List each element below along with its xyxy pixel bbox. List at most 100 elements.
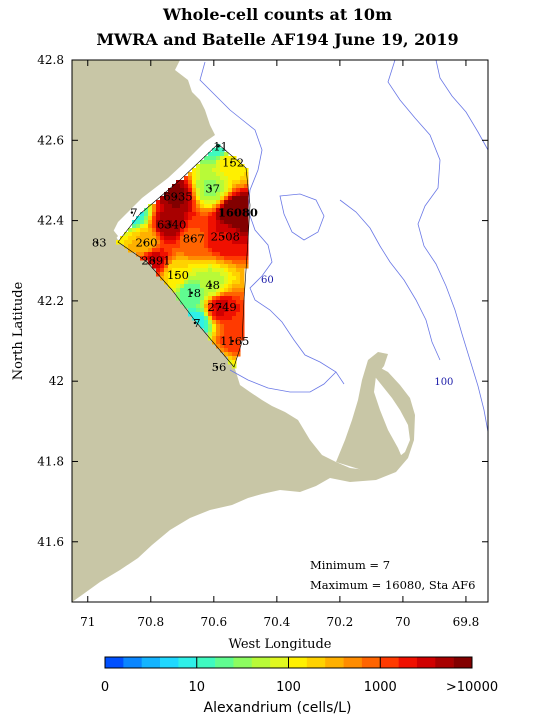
field-cell [184, 264, 189, 269]
field-cell [216, 172, 221, 177]
field-cell [208, 252, 213, 257]
field-cell [212, 312, 217, 317]
x-tick-label: 70.8 [137, 615, 164, 629]
field-cell [220, 232, 225, 237]
field-cell [184, 236, 189, 241]
y-tick-label: 41.8 [37, 454, 64, 468]
field-cell [176, 264, 181, 269]
field-cell [224, 284, 229, 289]
field-cell [168, 224, 173, 229]
field-cell [216, 264, 221, 269]
contour-line-100 [387, 60, 488, 433]
field-cell [228, 208, 233, 213]
field-cell [196, 212, 201, 217]
contour-labels: 60 100 [261, 275, 453, 388]
field-cell [172, 184, 177, 189]
field-cell [180, 216, 185, 221]
field-cell [228, 196, 233, 201]
y-tick-label: 42.6 [37, 133, 64, 147]
field-cell [220, 156, 225, 161]
field-cell [244, 232, 249, 237]
field-cell [220, 328, 225, 333]
field-cell [176, 272, 181, 277]
field-cell [168, 244, 173, 249]
field-cell [232, 220, 237, 225]
field-cell [216, 148, 221, 153]
field-cell [220, 208, 225, 213]
x-tick-label: 71 [80, 615, 95, 629]
field-cell [196, 268, 201, 273]
field-cell [220, 148, 225, 153]
field-cell [236, 344, 241, 349]
field-cell [236, 184, 241, 189]
field-cell [228, 352, 233, 357]
field-cell [200, 288, 205, 293]
field-cell [204, 300, 209, 305]
field-cell [228, 328, 233, 333]
field-cell [232, 312, 237, 317]
field-cell [180, 300, 185, 305]
colorbar-swatch [288, 657, 308, 668]
field-cell [176, 200, 181, 205]
field-cell [216, 244, 221, 249]
field-cell [216, 260, 221, 265]
field-cell [188, 252, 193, 257]
colorbar-swatch [160, 657, 179, 668]
field-cell [160, 212, 165, 217]
field-cell [216, 268, 221, 273]
field-cell [156, 220, 161, 225]
field-cell [216, 164, 221, 169]
field-cell [192, 172, 197, 177]
field-cell [176, 268, 181, 273]
field-cell [228, 356, 233, 361]
field-cell [172, 196, 177, 201]
field-cell [220, 192, 225, 197]
colorbar-swatch [233, 657, 253, 668]
field-cell [184, 296, 189, 301]
colorbar-swatch [361, 657, 381, 668]
field-cell [192, 252, 197, 257]
field-cell [148, 244, 153, 249]
field-cell [156, 208, 161, 213]
field-cell [240, 304, 245, 309]
station-marker [96, 241, 99, 244]
field-cell [180, 260, 185, 265]
field-cell [184, 256, 189, 261]
field-cell [228, 344, 233, 349]
field-cell [204, 240, 209, 245]
field-cell [204, 184, 209, 189]
field-cell [240, 276, 245, 281]
field-cell [148, 224, 153, 229]
station-marker [143, 241, 146, 244]
field-cell [156, 268, 161, 273]
field-cell [172, 204, 177, 209]
field-cell [212, 260, 217, 265]
field-cell [168, 276, 173, 281]
field-cell [172, 248, 177, 253]
field-cell [224, 288, 229, 293]
field-cell [224, 168, 229, 173]
field-cell [220, 180, 225, 185]
field-cell [192, 316, 197, 321]
field-cell [160, 200, 165, 205]
field-cell [236, 164, 241, 169]
field-cell [204, 232, 209, 237]
field-cell [188, 192, 193, 197]
field-cell [236, 248, 241, 253]
station-label: 48 [205, 278, 220, 292]
field-cell [224, 164, 229, 169]
contour-line-60 [199, 61, 345, 385]
field-cell [188, 200, 193, 205]
field-cell [180, 296, 185, 301]
field-cell [220, 228, 225, 233]
field-cell [188, 244, 193, 249]
field-cell [204, 180, 209, 185]
field-cell [232, 168, 237, 173]
field-cell [172, 244, 177, 249]
field-cell [224, 176, 229, 181]
field-cell [232, 308, 237, 313]
field-cell [152, 252, 157, 257]
field-cell [228, 228, 233, 233]
field-cell [212, 208, 217, 213]
field-cell [232, 176, 237, 181]
